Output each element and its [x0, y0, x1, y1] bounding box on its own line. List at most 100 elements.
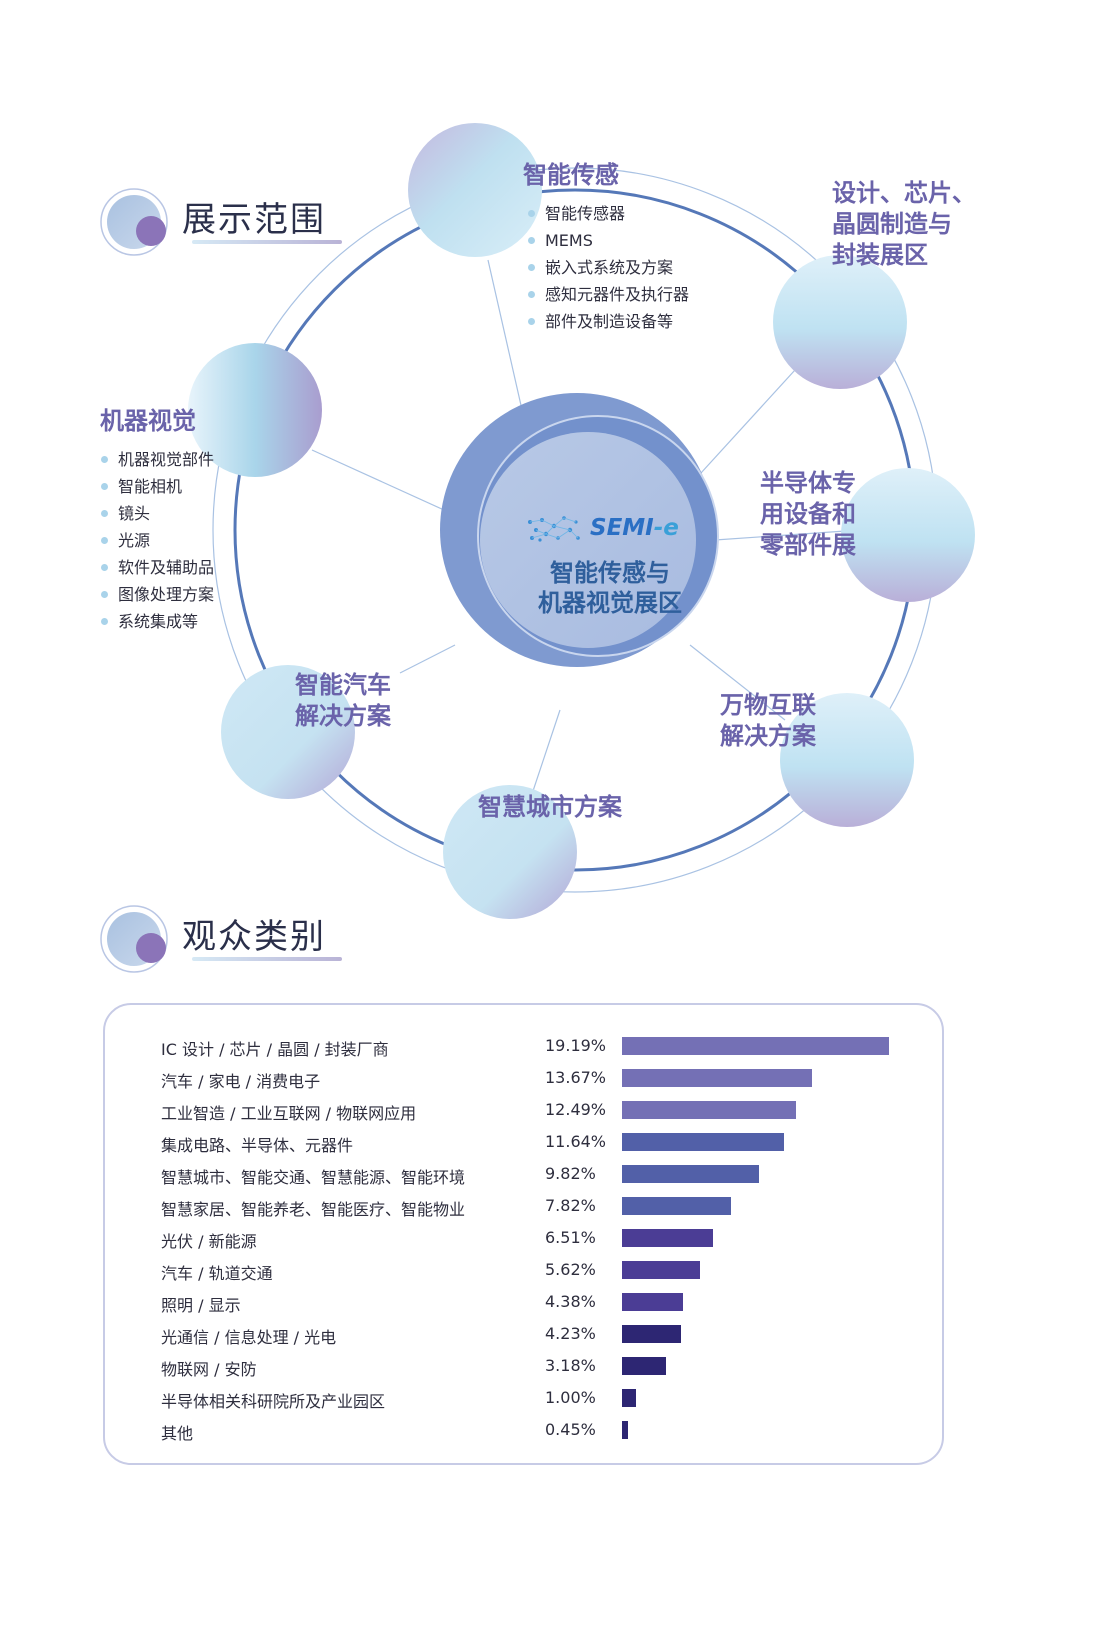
- audience-row-bar: [622, 1421, 628, 1439]
- list-item: 图像处理方案: [101, 581, 214, 608]
- audience-row-bar: [622, 1069, 812, 1087]
- audience-row-percent: 19.19%: [545, 1036, 607, 1055]
- audience-row: 集成电路、半导体、元器件 11.64%: [105, 1129, 946, 1161]
- audience-row: 光通信 / 信息处理 / 光电 4.23%: [105, 1321, 946, 1353]
- center-title-line2: 机器视觉展区: [538, 589, 682, 617]
- audience-row-bar: [622, 1133, 784, 1151]
- audience-row-bar: [622, 1261, 700, 1279]
- smart-auto-title: 智能汽车 解决方案: [295, 671, 391, 730]
- section-emblem-icon: [100, 188, 168, 256]
- list-item: 软件及辅助品: [101, 554, 214, 581]
- center-title-line1: 智能传感与: [550, 559, 670, 587]
- bullet-dot-icon: [101, 537, 108, 544]
- exhibit-section-title: 展示范围: [182, 200, 326, 240]
- exhibit-section-heading: 展示范围: [100, 186, 360, 258]
- bubble-semi-equipment: [841, 468, 975, 602]
- audience-row-bar: [622, 1165, 759, 1183]
- bullet-dot-icon: [528, 291, 535, 298]
- audience-row: IC 设计 / 芯片 / 晶圆 / 封装厂商 19.19%: [105, 1033, 946, 1065]
- audience-row-bar: [622, 1037, 889, 1055]
- list-item: 光源: [101, 527, 214, 554]
- audience-row-label: 汽车 / 轨道交通: [161, 1264, 273, 1283]
- list-item: 感知元器件及执行器: [528, 281, 689, 308]
- bullet-dot-icon: [101, 564, 108, 571]
- audience-row-percent: 11.64%: [545, 1132, 607, 1151]
- audience-row: 物联网 / 安防 3.18%: [105, 1353, 946, 1385]
- audience-row-percent: 0.45%: [545, 1420, 596, 1439]
- audience-row: 半导体相关科研院所及产业园区 1.00%: [105, 1385, 946, 1417]
- bullet-dot-icon: [101, 483, 108, 490]
- audience-panel: IC 设计 / 芯片 / 晶圆 / 封装厂商 19.19% 汽车 / 家电 / 消费…: [103, 1003, 944, 1465]
- bullet-dot-icon: [528, 318, 535, 325]
- audience-row-label: 智慧城市、智能交通、智慧能源、智能环境: [161, 1168, 466, 1187]
- audience-row: 照明 / 显示 4.38%: [105, 1289, 946, 1321]
- bubble-smart-sensing: [408, 123, 542, 257]
- bullet-dot-icon: [101, 456, 108, 463]
- connector-lines: [311, 259, 861, 801]
- audience-row: 汽车 / 家电 / 消费电子 13.67%: [105, 1065, 946, 1097]
- list-item: 系统集成等: [101, 608, 214, 635]
- audience-row-label: 半导体相关科研院所及产业园区: [161, 1392, 386, 1411]
- audience-row-bar: [622, 1357, 666, 1375]
- section-emblem-icon: [100, 905, 168, 973]
- network-dots-icon: [528, 516, 580, 542]
- audience-row-label: 工业智造 / 工业互联网 / 物联网应用: [161, 1104, 417, 1123]
- semi-equipment-title: 半导体专 用设备和 零部件展: [760, 469, 856, 559]
- logo-wordmark: SEMI-e: [590, 515, 679, 541]
- bullet-dot-icon: [528, 264, 535, 271]
- bubble-smart-auto: [221, 665, 355, 799]
- machine-vision-list: 机器视觉部件 智能相机 镜头 光源 软件及辅助品 图像处理方案 系统集成等: [101, 446, 214, 635]
- machine-vision-title: 机器视觉: [100, 407, 196, 435]
- audience-row: 智慧城市、智能交通、智慧能源、智能环境 9.82%: [105, 1161, 946, 1193]
- audience-row-percent: 4.38%: [545, 1292, 596, 1311]
- bullet-dot-icon: [528, 210, 535, 217]
- audience-row-label: IC 设计 / 芯片 / 晶圆 / 封装厂商: [161, 1040, 389, 1059]
- bullet-dot-icon: [101, 618, 108, 625]
- audience-row-percent: 1.00%: [545, 1388, 596, 1407]
- audience-row-label: 光伏 / 新能源: [161, 1232, 257, 1251]
- bubble-design-chip: [773, 255, 907, 389]
- audience-row-percent: 3.18%: [545, 1356, 596, 1375]
- audience-row: 其他 0.45%: [105, 1417, 946, 1449]
- list-item: 部件及制造设备等: [528, 308, 689, 335]
- audience-section-title: 观众类别: [182, 917, 326, 957]
- bullet-dot-icon: [101, 591, 108, 598]
- audience-row-label: 汽车 / 家电 / 消费电子: [161, 1072, 321, 1091]
- audience-row: 工业智造 / 工业互联网 / 物联网应用 12.49%: [105, 1097, 946, 1129]
- smart-city-title: 智慧城市方案: [478, 793, 622, 821]
- audience-row-percent: 5.62%: [545, 1260, 596, 1279]
- audience-row-bar: [622, 1229, 713, 1247]
- smart-sensing-list: 智能传感器 MEMS 嵌入式系统及方案 感知元器件及执行器 部件及制造设备等: [528, 200, 689, 335]
- list-item: 机器视觉部件: [101, 446, 214, 473]
- audience-row-bar: [622, 1197, 731, 1215]
- bullet-dot-icon: [528, 237, 535, 244]
- audience-row-label: 光通信 / 信息处理 / 光电: [161, 1328, 337, 1347]
- audience-row-percent: 12.49%: [545, 1100, 607, 1119]
- list-item: 智能相机: [101, 473, 214, 500]
- list-item: 镜头: [101, 500, 214, 527]
- bubble-iot: [780, 693, 914, 827]
- center-inner-disc: [480, 432, 696, 648]
- smart-sensing-title: 智能传感: [523, 161, 619, 189]
- section-underline: [192, 957, 342, 961]
- audience-row-label: 物联网 / 安防: [161, 1360, 257, 1379]
- exhibit-diagram: SEMI-e 智能传感与 机器视觉展区 智能传感 智能传感器 MEMS 嵌入式系…: [0, 110, 1109, 970]
- audience-row-percent: 13.67%: [545, 1068, 607, 1087]
- design-chip-title: 设计、芯片、 晶圆制造与 封装展区: [832, 179, 976, 269]
- audience-row-bar: [622, 1325, 681, 1343]
- list-item: 智能传感器: [528, 200, 689, 227]
- audience-row: 汽车 / 轨道交通 5.62%: [105, 1257, 946, 1289]
- bubble-smart-city: [443, 785, 577, 919]
- audience-section-heading: 观众类别: [100, 903, 360, 975]
- audience-row-bar: [622, 1101, 796, 1119]
- audience-row-label: 智慧家居、智能养老、智能医疗、智能物业: [161, 1200, 466, 1219]
- audience-row-label: 其他: [161, 1424, 194, 1443]
- iot-title: 万物互联 解决方案: [720, 691, 816, 750]
- semi-e-logo: SEMI-e: [526, 512, 696, 544]
- list-item: 嵌入式系统及方案: [528, 254, 689, 281]
- audience-row: 光伏 / 新能源 6.51%: [105, 1225, 946, 1257]
- audience-row-label: 集成电路、半导体、元器件: [161, 1136, 354, 1155]
- audience-row-percent: 4.23%: [545, 1324, 596, 1343]
- list-item: MEMS: [528, 227, 689, 254]
- audience-row-bar: [622, 1293, 683, 1311]
